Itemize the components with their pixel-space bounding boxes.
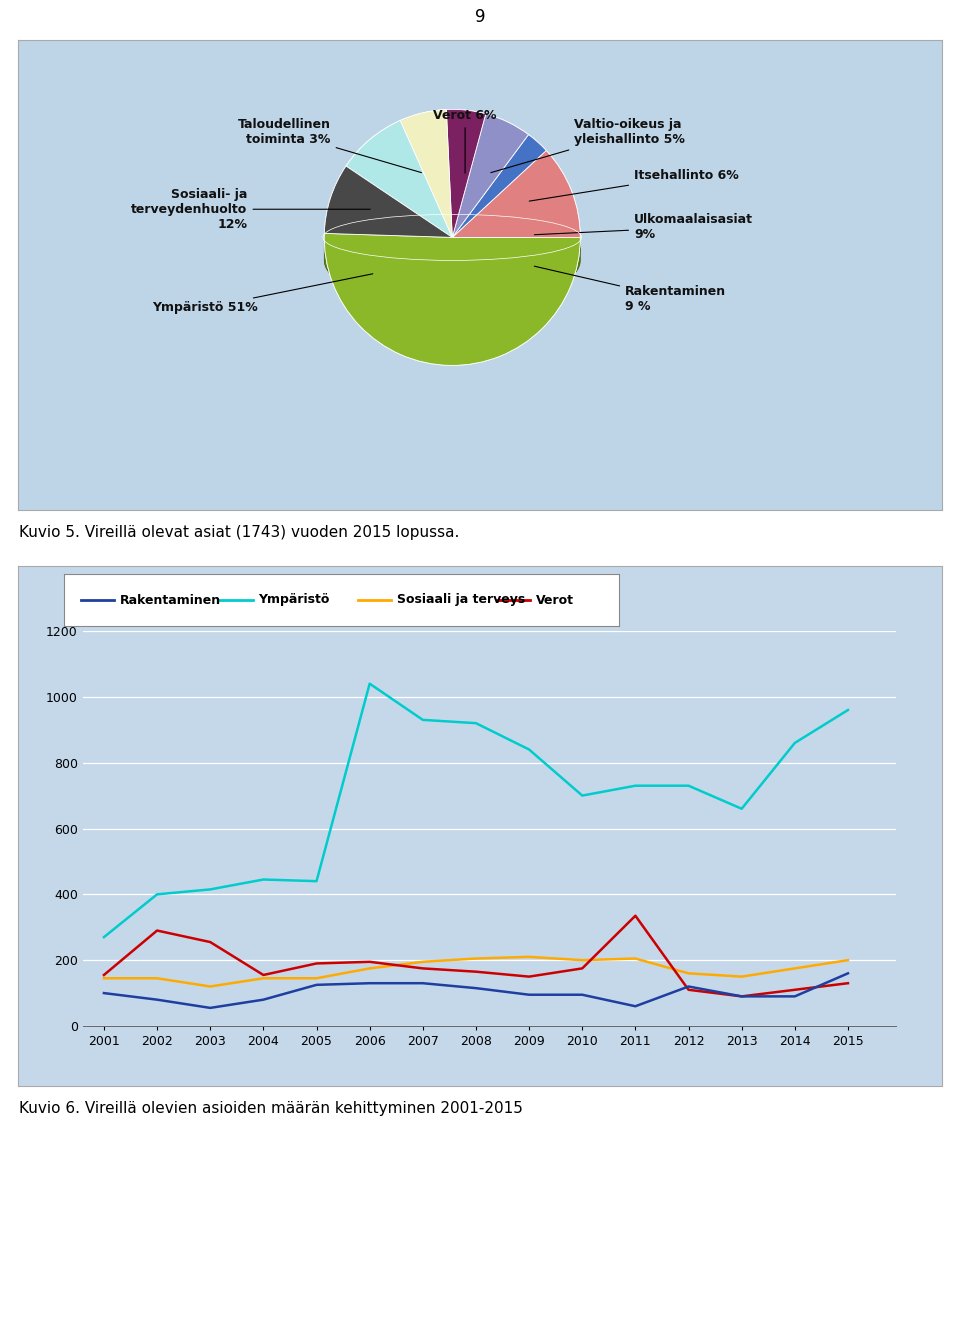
Text: Ympäristö: Ympäristö [258,593,329,607]
Text: Rakentaminen: Rakentaminen [120,593,221,607]
Text: Rakentaminen
9 %: Rakentaminen 9 % [535,267,726,313]
Wedge shape [324,167,452,237]
Text: Valtio-oikeus ja
yleishallinto 5%: Valtio-oikeus ja yleishallinto 5% [491,119,684,173]
Wedge shape [452,135,546,237]
Wedge shape [452,113,529,237]
Wedge shape [346,120,452,237]
Ellipse shape [324,227,580,272]
Wedge shape [452,113,529,237]
Wedge shape [346,120,452,237]
Wedge shape [400,109,452,237]
Text: Verot 6%: Verot 6% [433,109,497,173]
Wedge shape [452,151,580,237]
Text: Taloudellinen
toiminta 3%: Taloudellinen toiminta 3% [238,119,421,172]
Wedge shape [452,135,546,237]
Wedge shape [324,167,452,237]
Text: Kuvio 5. Vireillä olevat asiat (1743) vuoden 2015 lopussa.: Kuvio 5. Vireillä olevat asiat (1743) vu… [19,524,460,540]
Wedge shape [324,233,580,365]
Wedge shape [400,109,452,237]
Text: Itsehallinto 6%: Itsehallinto 6% [529,169,739,201]
Text: Ympäristö 51%: Ympäristö 51% [152,273,372,315]
Text: Verot: Verot [536,593,573,607]
Text: Kuvio 6. Vireillä olevien asioiden määrän kehittyminen 2001-2015: Kuvio 6. Vireillä olevien asioiden määrä… [19,1101,523,1116]
Text: Sosiaali- ja
terveydenhuolto
12%: Sosiaali- ja terveydenhuolto 12% [132,188,371,231]
Wedge shape [452,151,580,237]
Wedge shape [324,233,580,365]
Wedge shape [446,109,486,237]
Text: 9: 9 [475,8,485,27]
Text: Sosiaali ja terveys: Sosiaali ja terveys [396,593,525,607]
Polygon shape [324,237,580,305]
Text: Ulkomaalaisasiat
9%: Ulkomaalaisasiat 9% [535,213,753,241]
Wedge shape [446,109,486,237]
